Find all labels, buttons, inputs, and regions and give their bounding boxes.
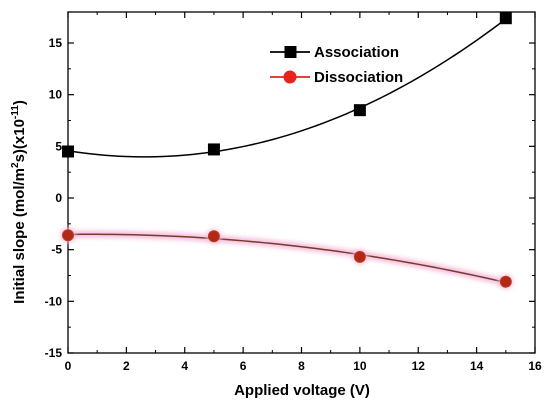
dissociation-marker — [207, 230, 220, 243]
x-tick-label: 16 — [528, 359, 542, 373]
dissociation-marker — [62, 229, 74, 242]
data-points — [60, 12, 514, 290]
x-tick-label: 2 — [123, 359, 130, 373]
dissociation-marker — [353, 250, 366, 263]
association-marker — [207, 143, 220, 156]
dissociation-marker — [499, 275, 512, 288]
legend: Association Dissociation — [270, 44, 403, 86]
x-tick-label: 4 — [181, 359, 188, 373]
association-marker — [62, 145, 74, 158]
x-tick-label: 8 — [298, 359, 305, 373]
y-axis-title-end: ) — [11, 100, 28, 105]
x-tick-label: 10 — [353, 359, 367, 373]
x-tick-label: 14 — [470, 359, 484, 373]
y-axis-ticks: -15 -10 -5 0 5 10 15 — [45, 36, 535, 360]
y-axis-title: Initial slope (mol/m2s)(x10-11) — [10, 100, 28, 304]
association-curve — [67, 18, 507, 158]
legend-marker-square — [284, 46, 297, 58]
association-marker — [353, 104, 366, 117]
y-axis-title-sup-1: 2 — [10, 162, 21, 168]
y-tick-label: -5 — [51, 243, 62, 257]
y-tick-label: 15 — [49, 36, 63, 50]
dissociation-curve-halo — [64, 230, 510, 286]
legend-marker-circle — [283, 70, 297, 84]
y-axis-title-main: Initial slope (mol/m — [11, 168, 28, 304]
dissociation-curve — [67, 233, 506, 284]
y-tick-label: -10 — [45, 294, 63, 308]
plot-frame — [67, 11, 536, 354]
y-tick-label: -15 — [45, 346, 63, 360]
x-axis-title: Applied voltage (V) — [234, 382, 370, 399]
plot-border — [67, 11, 536, 354]
fit-curves — [64, 18, 510, 286]
x-tick-label: 12 — [412, 359, 426, 373]
x-tick-label: 0 — [65, 359, 72, 373]
y-axis-title-mid: s)(x10 — [11, 119, 28, 162]
legend-label: Association — [314, 44, 399, 61]
y-tick-label: 5 — [55, 139, 62, 153]
y-tick-label: 0 — [55, 191, 62, 205]
y-tick-label: 10 — [49, 88, 63, 102]
x-tick-label: 6 — [240, 359, 247, 373]
legend-label: Dissociation — [314, 69, 403, 86]
y-axis-title-sup-2: -11 — [10, 105, 21, 119]
association-marker — [499, 12, 512, 25]
x-axis-ticks: 0 2 4 6 8 10 12 14 16 — [65, 12, 542, 373]
